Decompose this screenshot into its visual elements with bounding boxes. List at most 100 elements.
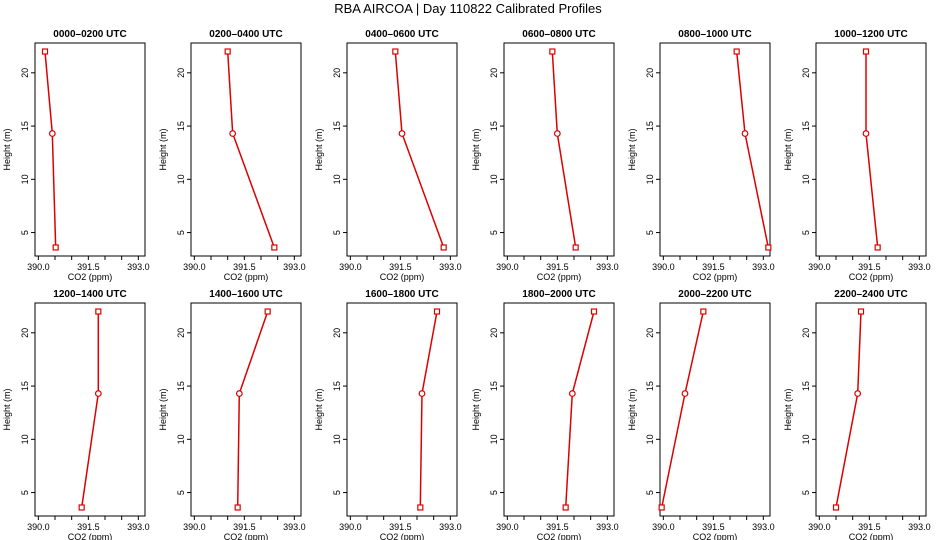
y-tick-label: 10 xyxy=(176,434,186,444)
figure-title: RBA AIRCOA | Day 110822 Calibrated Profi… xyxy=(334,1,602,16)
y-tick-label: 10 xyxy=(645,434,655,444)
data-point xyxy=(392,48,399,55)
y-tick-label: 5 xyxy=(489,230,499,235)
plot-frame xyxy=(34,302,146,517)
panel-title: 0800–1000 UTC xyxy=(678,29,751,40)
y-tick-label: 10 xyxy=(176,174,186,184)
data-point xyxy=(572,244,579,251)
data-point xyxy=(95,308,102,315)
y-tick-label: 5 xyxy=(801,230,811,235)
chart-panel: 0400–0600 UTC 390.0 391.5 393.0 5 10 15 20 CO2 (… xyxy=(314,29,462,282)
x-tick-label: 393.0 xyxy=(908,522,931,532)
chart-panel: 1400–1600 UTC 390.0 391.5 393.0 5 10 15 20 CO2 (… xyxy=(158,289,306,540)
y-tick-label: 10 xyxy=(801,434,811,444)
y-tick-label: 10 xyxy=(489,174,499,184)
data-point xyxy=(417,504,424,511)
y-axis-label: Height (m) xyxy=(2,388,12,430)
x-tick-label: 393.0 xyxy=(127,262,150,272)
series-line xyxy=(80,311,100,508)
y-tick-label: 5 xyxy=(20,230,30,235)
series-line xyxy=(835,311,862,508)
y-axis-label: Height (m) xyxy=(627,388,637,430)
y-tick-label: 15 xyxy=(489,121,499,131)
y-tick-label: 15 xyxy=(645,121,655,131)
x-axis-label: CO2 (ppm) xyxy=(849,272,894,282)
chart-panel: 2000–2200 UTC 390.0 391.5 393.0 5 10 15 20 CO2 (… xyxy=(627,289,775,540)
x-tick-label: 391.5 xyxy=(546,522,569,532)
y-tick-label: 20 xyxy=(332,68,342,78)
x-tick-label: 390.0 xyxy=(183,522,206,532)
data-point xyxy=(440,244,447,251)
data-point xyxy=(433,308,441,315)
y-axis-label: Height (m) xyxy=(158,128,168,170)
x-tick-label: 391.5 xyxy=(77,262,100,272)
plot-frame xyxy=(659,302,771,517)
x-tick-label: 390.0 xyxy=(496,262,519,272)
panel-title: 1000–1200 UTC xyxy=(834,29,907,40)
y-axis-label: Height (m) xyxy=(627,128,637,170)
data-point xyxy=(553,130,561,137)
x-tick-label: 393.0 xyxy=(596,522,619,532)
y-tick-label: 15 xyxy=(645,381,655,391)
x-tick-label: 390.0 xyxy=(339,262,362,272)
data-point xyxy=(224,48,231,55)
panel-title: 0600–0800 UTC xyxy=(522,29,595,40)
series-line xyxy=(226,51,276,248)
plot-frame xyxy=(815,302,927,517)
y-tick-label: 5 xyxy=(489,490,499,495)
data-point xyxy=(235,390,243,397)
x-tick-label: 390.0 xyxy=(27,262,50,272)
series-line xyxy=(865,51,879,248)
x-tick-label: 390.0 xyxy=(808,262,831,272)
y-tick-label: 5 xyxy=(332,490,342,495)
chart-panel: 2200–2400 UTC 390.0 391.5 393.0 5 10 15 20 CO2 (… xyxy=(783,289,931,540)
data-point xyxy=(741,130,749,137)
y-tick-label: 10 xyxy=(645,174,655,184)
y-axis-label: Height (m) xyxy=(314,128,324,170)
x-axis-label: CO2 (ppm) xyxy=(537,532,582,540)
panel-title: 1600–1800 UTC xyxy=(365,289,438,300)
x-axis-label: CO2 (ppm) xyxy=(380,272,425,282)
x-tick-label: 390.0 xyxy=(183,262,206,272)
y-axis-label: Height (m) xyxy=(314,388,324,430)
x-tick-label: 393.0 xyxy=(283,262,306,272)
y-tick-label: 20 xyxy=(489,328,499,338)
plot-frame xyxy=(659,42,771,257)
series-line xyxy=(564,311,595,508)
x-tick-label: 391.5 xyxy=(702,522,725,532)
plot-frame xyxy=(815,42,927,257)
series-line xyxy=(394,51,445,248)
chart-panel: 0200–0400 UTC 390.0 391.5 393.0 5 10 15 20 CO2 (… xyxy=(158,29,306,282)
y-tick-label: 20 xyxy=(645,328,655,338)
x-tick-label: 391.5 xyxy=(233,522,256,532)
x-axis-label: CO2 (ppm) xyxy=(224,272,269,282)
data-point xyxy=(832,504,840,511)
x-tick-label: 391.5 xyxy=(858,522,881,532)
x-tick-label: 393.0 xyxy=(596,262,619,272)
x-tick-label: 390.0 xyxy=(652,262,675,272)
data-point xyxy=(78,504,85,511)
x-tick-label: 393.0 xyxy=(908,262,931,272)
series-line xyxy=(419,311,438,508)
y-tick-label: 10 xyxy=(20,434,30,444)
y-tick-label: 5 xyxy=(332,230,342,235)
x-tick-label: 391.5 xyxy=(858,262,881,272)
x-axis-label: CO2 (ppm) xyxy=(537,272,582,282)
x-tick-label: 393.0 xyxy=(439,522,462,532)
y-tick-label: 10 xyxy=(332,174,342,184)
y-tick-label: 20 xyxy=(20,328,30,338)
panel-title: 0400–0600 UTC xyxy=(365,29,438,40)
y-tick-label: 15 xyxy=(176,121,186,131)
y-tick-label: 5 xyxy=(176,490,186,495)
data-point xyxy=(854,390,862,397)
panel-title: 2200–2400 UTC xyxy=(834,289,907,300)
x-tick-label: 393.0 xyxy=(283,522,306,532)
data-point xyxy=(234,504,241,511)
y-tick-label: 10 xyxy=(20,174,30,184)
x-tick-label: 393.0 xyxy=(439,262,462,272)
y-tick-label: 20 xyxy=(176,68,186,78)
data-point xyxy=(264,308,271,315)
y-tick-label: 5 xyxy=(645,490,655,495)
y-tick-label: 5 xyxy=(645,230,655,235)
